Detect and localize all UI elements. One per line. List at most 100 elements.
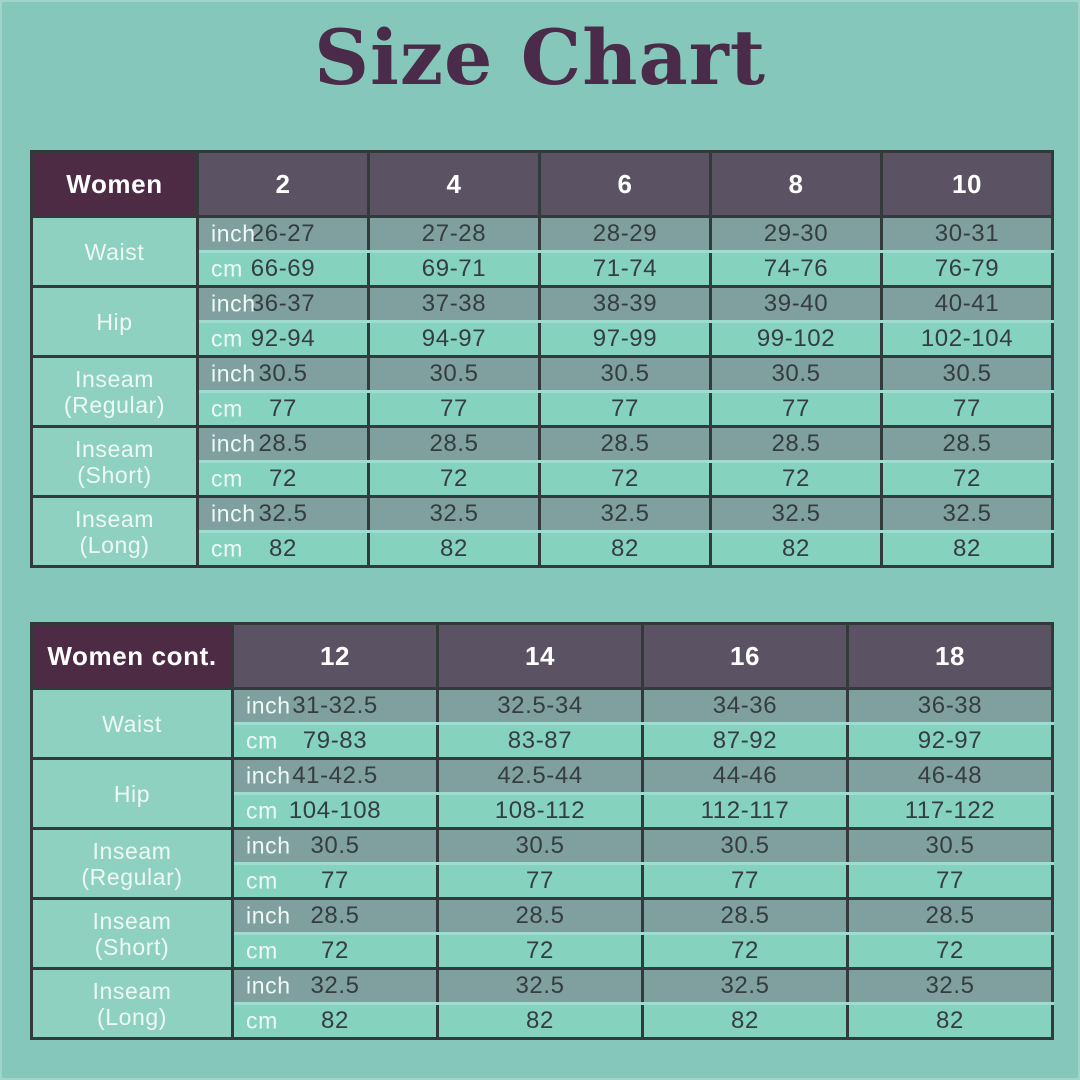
size-value-cell: 112-117 (641, 793, 849, 830)
measurement-label-line: Hip (96, 308, 133, 335)
measurement-value: 72 (269, 465, 297, 492)
measurement-value: 92-94 (250, 325, 316, 352)
size-column-header: 14 (436, 623, 644, 690)
size-value-cell: 72 (367, 461, 541, 498)
size-value-cell: cm 66-69 (196, 251, 370, 288)
measurement-value: 30.5 (720, 832, 770, 859)
measurement-label: Waist (30, 216, 199, 288)
measurement-value: 97-99 (592, 325, 658, 352)
measurement-value: 72 (953, 465, 981, 492)
page-title: Size Chart (314, 13, 766, 102)
measurement-value: 102-104 (920, 325, 1014, 352)
measurement-label-line: (Long) (79, 531, 150, 558)
size-value-cell: cm 79-83 (231, 723, 439, 760)
size-value-cell: 29-30 (709, 216, 883, 253)
size-value-cell: cm 104-108 (231, 793, 439, 830)
measurement-cm-row: cm 82 82 82 82 82 (32, 531, 1054, 568)
size-value-cell: 74-76 (709, 251, 883, 288)
measurement-value: 44-46 (712, 762, 778, 789)
size-value-cell: 28.5 (641, 898, 849, 935)
measurement-value: 72 (321, 937, 349, 964)
measurement-label-line: Hip (113, 780, 151, 807)
size-value-cell: 72 (641, 933, 849, 970)
size-value-cell: 28.5 (436, 898, 644, 935)
size-value-cell: 30.5 (538, 356, 712, 393)
size-value-cell: 99-102 (709, 321, 883, 358)
size-value-cell: 28.5 (846, 898, 1054, 935)
measurement-value: 32.5 (310, 972, 360, 999)
size-value-cell: 87-92 (641, 723, 849, 760)
measurement-value: 72 (526, 937, 554, 964)
measurement-value: 82 (953, 535, 981, 562)
unit-label: inch (246, 972, 291, 999)
measurement-value: 30.5 (925, 832, 975, 859)
measurement-value: 30.5 (515, 832, 565, 859)
size-value-cell: 72 (846, 933, 1054, 970)
size-value-cell: 28.5 (367, 426, 541, 463)
size-value-cell: 77 (880, 391, 1054, 428)
measurement-value: 30.5 (310, 832, 360, 859)
measurement-label-line: Inseam (92, 977, 172, 1004)
measurement-label-line: Inseam (74, 365, 155, 392)
size-value-cell: 72 (709, 461, 883, 498)
measurement-label: Inseam (Long) (30, 496, 199, 568)
size-value-cell: 82 (880, 531, 1054, 568)
size-value-cell: 28.5 (538, 426, 712, 463)
measurement-label-line: Inseam (92, 837, 172, 864)
size-value-cell: 72 (538, 461, 712, 498)
measurement-label-line: Inseam (74, 435, 155, 462)
measurement-value: 66-69 (250, 255, 316, 282)
size-value-cell: 32.5 (538, 496, 712, 533)
measurement-value: 82 (936, 1007, 964, 1034)
size-table-2: Women cont. 12 14 16 18 Waist inch 31-32.5 32.5-… (30, 622, 1054, 1040)
measurement-value: 36-38 (917, 692, 983, 719)
table-title-cell: Women (30, 151, 199, 218)
measurement-value: 87-92 (712, 727, 778, 754)
size-value-cell: 32.5 (709, 496, 883, 533)
measurement-value: 41-42.5 (292, 762, 378, 789)
size-value-cell: 76-79 (880, 251, 1054, 288)
size-value-cell: inch 36-37 (196, 286, 370, 323)
measurement-value: 94-97 (421, 325, 487, 352)
measurement-value: 82 (731, 1007, 759, 1034)
measurement-cm-row: cm 82 82 82 82 (32, 1003, 1054, 1040)
size-value-cell: cm 72 (196, 461, 370, 498)
size-value-cell: 102-104 (880, 321, 1054, 358)
unit-label: inch (246, 832, 291, 859)
size-value-cell: 28-29 (538, 216, 712, 253)
measurement-value: 30.5 (942, 360, 992, 387)
measurement-label-line: (Short) (94, 933, 170, 960)
size-value-cell: 44-46 (641, 758, 849, 795)
size-value-cell: 30.5 (709, 356, 883, 393)
measurement-value: 28.5 (310, 902, 360, 929)
measurement-value: 79-83 (302, 727, 368, 754)
size-value-cell: 32.5 (436, 968, 644, 1005)
measurement-inch-row: Waist inch 26-27 27-28 28-29 29-30 30-31 (30, 216, 1054, 288)
measurement-label: Inseam (Regular) (30, 356, 199, 428)
measurement-value: 26-27 (250, 220, 316, 247)
measurement-value: 72 (731, 937, 759, 964)
measurement-cm-row: cm 72 72 72 72 72 (32, 461, 1054, 498)
measurement-cm-row: cm 77 77 77 77 (32, 863, 1054, 900)
size-value-cell: 30-31 (880, 216, 1054, 253)
size-value-cell: 77 (367, 391, 541, 428)
unit-label: cm (246, 797, 278, 824)
measurement-value: 72 (440, 465, 468, 492)
size-table-1: Women 2 4 6 8 10 Waist inch 26-27 27-28 28-29 29-30… (30, 150, 1054, 568)
measurement-cm-row: cm 104-108 108-112 112-117 117-122 (32, 793, 1054, 830)
size-value-cell: 36-38 (846, 688, 1054, 725)
table-head: Women 2 4 6 8 10 (30, 151, 1054, 218)
size-value-cell: cm 82 (231, 1003, 439, 1040)
measurement-value: 82 (321, 1007, 349, 1034)
size-value-cell: 32.5 (846, 968, 1054, 1005)
measurement-value: 28.5 (258, 430, 308, 457)
measurement-label: Inseam (Long) (30, 968, 234, 1040)
unit-label: cm (246, 937, 278, 964)
size-value-cell: 32.5-34 (436, 688, 644, 725)
measurement-value: 30.5 (600, 360, 650, 387)
measurement-label: Inseam (Short) (30, 426, 199, 498)
measurement-value: 36-37 (250, 290, 316, 317)
header-row: Women 2 4 6 8 10 (30, 151, 1054, 218)
size-column-header: 4 (367, 151, 541, 218)
